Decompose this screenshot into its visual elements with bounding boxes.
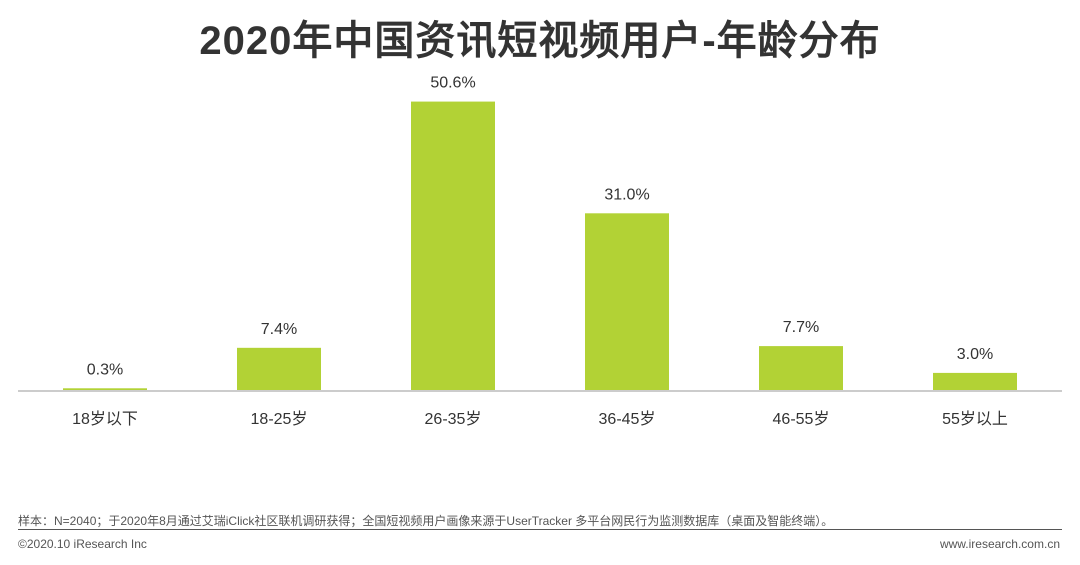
value-label-3: 31.0% bbox=[604, 186, 649, 203]
value-label-2: 50.6% bbox=[430, 75, 475, 92]
value-label-5: 3.0% bbox=[957, 346, 993, 363]
chart-title: 2020年中国资讯短视频用户-年龄分布 bbox=[199, 19, 881, 63]
bar-2 bbox=[411, 101, 495, 390]
value-label-4: 7.7% bbox=[783, 319, 819, 336]
footer-divider bbox=[18, 529, 1062, 530]
bar-4 bbox=[759, 346, 843, 390]
category-label-3: 36-45岁 bbox=[599, 410, 656, 428]
bar-chart: 0.3% 18岁以下 7.4% 18-25岁 50.6% 26-35岁 31.0% 36-45… bbox=[18, 75, 1062, 428]
category-label-1: 18-25岁 bbox=[251, 410, 308, 428]
value-label-1: 7.4% bbox=[261, 321, 297, 338]
category-label-4: 46-55岁 bbox=[773, 410, 830, 428]
category-label-5: 55岁以上 bbox=[942, 410, 1008, 428]
website-link[interactable]: www.iresearch.com.cn bbox=[939, 537, 1060, 551]
value-label-0: 0.3% bbox=[87, 361, 123, 378]
copyright-text: ©2020.10 iResearch Inc bbox=[18, 537, 147, 551]
category-label-2: 26-35岁 bbox=[425, 410, 482, 428]
bar-3 bbox=[585, 213, 669, 390]
footer-note: 样本：N=2040；于2020年8月通过艾瑞iClick社区联机调研获得；全国短… bbox=[18, 514, 834, 528]
bar-0 bbox=[63, 388, 147, 390]
bar-1 bbox=[237, 347, 321, 390]
category-label-0: 18岁以下 bbox=[72, 410, 138, 428]
bar-5 bbox=[933, 372, 1017, 390]
